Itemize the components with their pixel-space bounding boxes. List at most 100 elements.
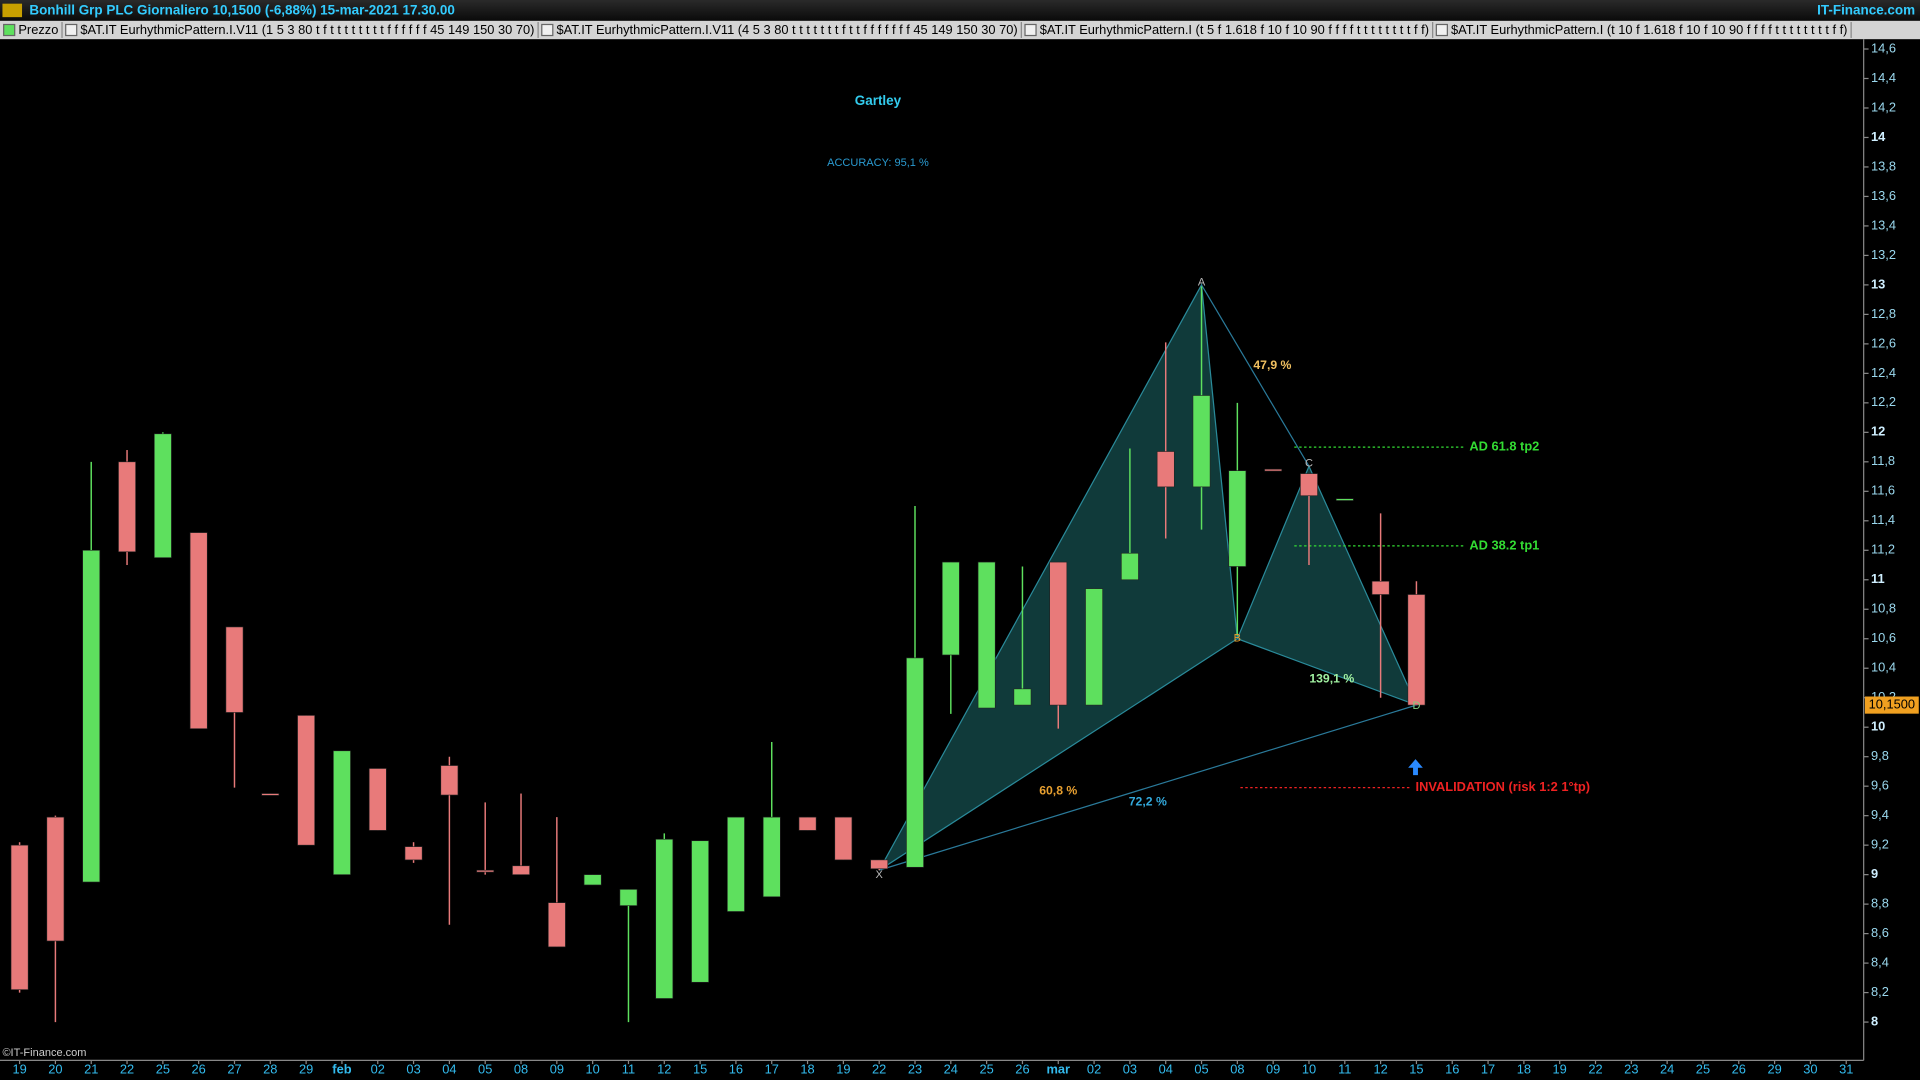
x-tick-label: 29 [1767,1062,1781,1077]
candle-body [547,902,566,948]
legend-swatch [541,23,554,37]
x-tick-label: 02 [371,1062,385,1077]
arrow-icon [1408,759,1423,776]
candle-body [10,844,29,990]
candle-body [82,549,101,883]
y-tick-label: 10 [1871,719,1885,734]
x-tick-label: 27 [227,1062,241,1077]
x-tick-label: 24 [1660,1062,1674,1077]
candle-body [440,765,459,796]
window-title: Bonhill Grp PLC Giornaliero 10,1500 (-6,… [29,3,454,18]
y-tick-label: 11,4 [1871,512,1895,527]
candle-body [153,433,172,558]
candle-body [941,561,960,656]
candle-body [762,816,781,898]
candle-body [476,869,495,873]
candle-body [512,865,530,875]
accuracy: ACCURACY: 95,1 % [827,157,929,169]
candle-body [1335,498,1354,501]
x-tick-label: 22 [872,1062,886,1077]
candle-body [619,889,638,906]
y-tick-label: 14,2 [1871,99,1896,114]
candle-body [1049,561,1068,706]
candle-body [1371,580,1390,595]
candle-body [798,816,817,831]
legend-swatch [3,23,16,37]
ratio-label: 47,9 % [1253,358,1291,372]
ratio-label: 60,8 % [1039,783,1077,797]
x-tick-label: 15 [1409,1062,1423,1077]
x-tick-label: 10 [1302,1062,1316,1077]
candle-body [333,750,351,875]
y-tick-label: 12,4 [1871,365,1896,380]
y-tick-label: 14,4 [1871,70,1896,85]
x-tick-label: 26 [1732,1062,1746,1077]
x-tick-label: 02 [1087,1062,1101,1077]
x-tick-label: 18 [800,1062,814,1077]
x-tick-label: 22 [120,1062,134,1077]
x-tick-label: feb [332,1062,351,1077]
candle-body [1121,552,1139,581]
candle-body [404,846,423,861]
y-tick-label: 12 [1871,424,1885,439]
x-tick-label: 17 [1481,1062,1495,1077]
level-label: AD 38.2 tp1 [1469,537,1539,552]
candle-body [870,859,889,870]
candle-body [1228,470,1247,567]
legend-item: $AT.IT EurhythmicPattern.I (t 10 f 1.618… [1451,22,1847,37]
x-tick-label: 23 [908,1062,922,1077]
title-bar [0,0,1920,21]
y-tick-label: 8,8 [1871,896,1889,911]
candle-body [727,816,745,912]
x-tick-label: 03 [1123,1062,1137,1077]
x-tick-label: 16 [729,1062,743,1077]
y-tick-label: 10,4 [1871,660,1896,675]
candle-body [1085,588,1103,706]
candle-body [368,768,387,831]
y-tick-label: 8 [1871,1013,1878,1028]
pattern-point: D [1412,700,1420,712]
x-tick-label: 10 [586,1062,600,1077]
x-tick-label: 03 [406,1062,420,1077]
pattern-bcd [1236,464,1418,707]
legend-swatch [65,23,78,37]
x-tick-label: 11 [622,1062,635,1077]
last-price-box [1864,696,1919,714]
y-tick-label: 11,8 [1871,453,1895,468]
x-tick-label: 04 [442,1062,456,1077]
pattern-ac [1201,284,1310,467]
x-tick-label: 20 [48,1062,62,1077]
ratio-label: 139,1 % [1309,671,1354,685]
x-tick-label: 15 [693,1062,707,1077]
x-tick-label: 25 [979,1062,993,1077]
last-price-label: 10,1500 [1869,696,1915,711]
y-tick-label: 9,8 [1871,748,1889,763]
x-tick-label: 05 [478,1062,492,1077]
x-tick-label: 25 [1696,1062,1710,1077]
x-tick-label: 26 [192,1062,206,1077]
candle-body [1300,473,1318,497]
y-tick-label: 10,6 [1871,630,1896,645]
pattern-point: B [1234,633,1241,645]
candle-body [906,657,924,868]
candle-body [261,793,280,796]
y-tick-label: 12,6 [1871,335,1896,350]
x-tick-label: 08 [1230,1062,1244,1077]
x-tick-label: 12 [1373,1062,1387,1077]
legend-item: $AT.IT EurhythmicPattern.I.V11 (1 5 3 80… [80,22,534,37]
y-tick-label: 9,6 [1871,778,1889,793]
y-tick-label: 14,6 [1871,40,1896,55]
legend-swatch [1435,23,1448,37]
pattern-point: C [1305,458,1313,470]
y-tick-label: 13,2 [1871,247,1896,262]
x-tick-label: 04 [1159,1062,1173,1077]
x-tick-label: 26 [1015,1062,1029,1077]
y-tick-label: 10,8 [1871,601,1896,616]
x-tick-label: 12 [657,1062,671,1077]
level-label: INVALIDATION (risk 1:2 1°tp) [1416,779,1590,794]
y-tick-label: 11,2 [1871,542,1895,557]
app-icon [2,3,23,18]
legend-item: $AT.IT EurhythmicPattern.I (t 5 f 1.618 … [1040,22,1429,37]
